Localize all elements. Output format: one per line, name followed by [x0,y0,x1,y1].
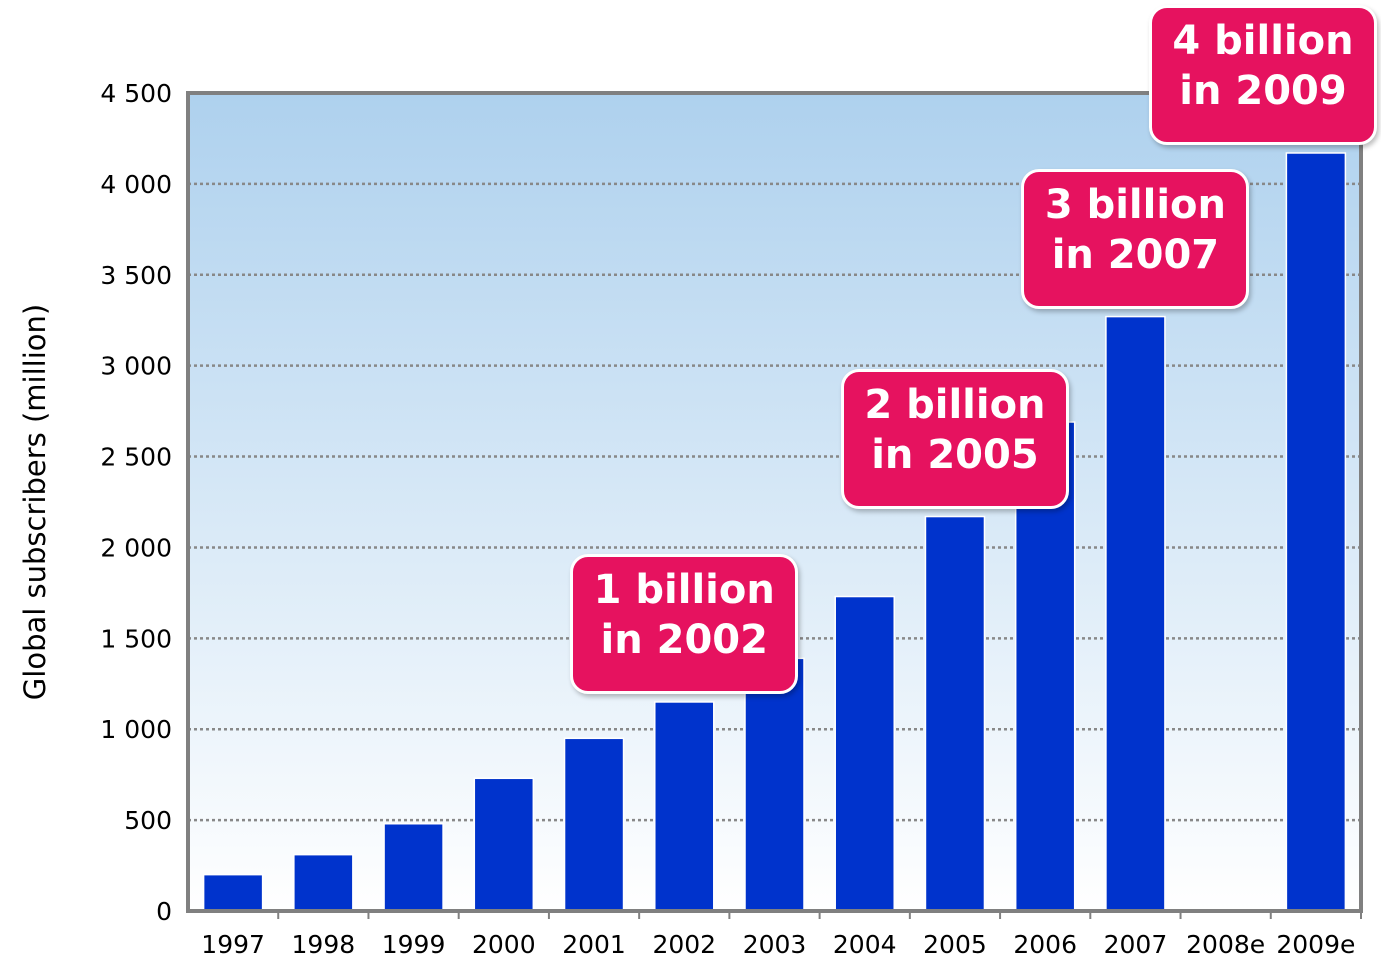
x-tick-label-2002: 2002 [652,930,716,959]
callout-line2: in 2005 [871,431,1039,478]
x-tick-label-2006: 2006 [1013,930,1077,959]
bar-1999 [383,822,444,912]
bar-2009e [1285,152,1347,912]
y-tick-label-1000: 1 000 [100,715,172,744]
x-axis-tick-labels: 1997 1998 1999 2000 2001 2002 2003 2004 2005 2006… [201,930,1355,959]
callout-line2: in 2007 [1051,231,1220,278]
y-axis-tick-labels: 0 500 1 000 1 500 2 000 2 500 3 000 3 500 4 000 4… [100,79,172,926]
bar-2001 [563,737,625,912]
x-tick-label-2009e: 2009e [1276,930,1355,959]
callout-line1: 4 billion [1172,17,1354,64]
bar-2002 [654,701,715,912]
y-tick-label-0: 0 [156,897,172,926]
y-tick-label-2500: 2 500 [100,443,172,472]
x-tick-label-2000: 2000 [472,930,536,959]
callout-2002: 1 billion in 2002 [570,553,799,694]
x-tick-label-2001: 2001 [562,930,626,959]
callout-line1: 1 billion [593,566,775,613]
callout-line1: 3 billion [1044,181,1227,228]
x-tick-label-2008e: 2008e [1186,930,1265,959]
bar-1998 [293,853,354,912]
x-tick-label-2007: 2007 [1104,930,1168,959]
y-tick-label-3000: 3 000 [100,352,172,381]
callout-line2: in 2009 [1179,67,1347,114]
bar-2000 [473,777,535,912]
bar-2007 [1105,315,1166,912]
y-tick-label-3500: 3 500 [100,261,172,290]
bars [202,152,1347,912]
callout-2005: 2 billion in 2005 [840,368,1069,509]
x-tick-label-2005: 2005 [923,930,987,959]
callout-line2: in 2002 [600,616,768,663]
x-tick-label-2004: 2004 [833,930,897,959]
y-tick-label-4000: 4 000 [100,170,172,199]
y-axis-title: Global subscribers (million) [18,304,52,700]
x-axis-ticks [277,911,1362,919]
x-tick-label-1997: 1997 [201,930,265,959]
x-tick-label-1999: 1999 [382,930,446,959]
y-tick-label-1500: 1 500 [100,624,172,653]
callout-line1: 2 billion [864,381,1046,428]
bar-2005 [924,515,986,912]
callout-2009e: 4 billion in 2009 [1149,4,1377,145]
y-tick-label-500: 500 [124,806,172,835]
bar-1997 [202,873,264,912]
y-tick-label-4500: 4 500 [100,79,172,108]
x-tick-label-2003: 2003 [743,930,807,959]
y-tick-label-2000: 2 000 [100,533,172,562]
plot-frame [186,91,1363,913]
callout-2007: 3 billion in 2007 [1021,168,1250,309]
x-tick-label-1998: 1998 [292,930,356,959]
bar-2004 [834,595,895,912]
bar-2003 [744,657,805,912]
